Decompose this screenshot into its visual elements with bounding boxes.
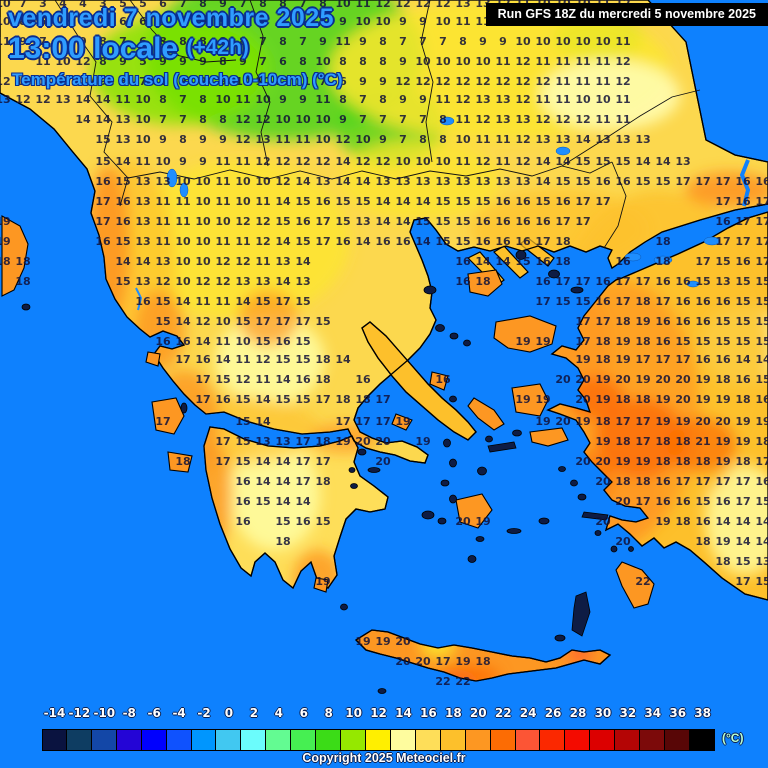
scale-tick-label: 2: [249, 706, 259, 720]
scale-block: [316, 729, 342, 751]
islands: [1, 215, 655, 694]
island-makronisos: [391, 413, 413, 431]
scale-tick-label: -6: [147, 706, 161, 720]
island-kythira: [313, 577, 329, 593]
time-label: 13:00 locale: [8, 32, 179, 65]
scale-tick-label: 34: [644, 706, 662, 720]
scale-block: [640, 729, 666, 751]
scale-block: [590, 729, 616, 751]
scale-block: [515, 729, 541, 751]
scale-block: [665, 729, 690, 751]
island-lemnos: [467, 269, 503, 297]
forecast-offset-label: (+42h): [186, 36, 249, 59]
island-rhodes: [615, 561, 655, 609]
scale-block: [191, 729, 217, 751]
scale-tick-label: 8: [324, 706, 333, 720]
scale-tick-label: 28: [569, 706, 587, 720]
scale-tick-label: 10: [345, 706, 362, 720]
color-scale-bar: [42, 729, 715, 751]
scale-tick-label: 16: [420, 706, 437, 720]
scale-tick-label: -4: [172, 706, 186, 720]
island-naxos: [455, 493, 493, 529]
scale-tick-label: -14: [43, 706, 66, 720]
scale-block: [291, 729, 317, 751]
scale-tick-label: 0: [224, 706, 234, 720]
scale-tick-label: 22: [494, 706, 512, 720]
scale-tick-label: 26: [544, 706, 562, 720]
island-zakynthos: [167, 451, 193, 473]
scale-block: [241, 729, 267, 751]
temperature-shading: [85, 0, 768, 681]
island-skyros: [429, 371, 449, 391]
scale-block: [91, 729, 117, 751]
scale-tick-label: -2: [197, 706, 211, 720]
scale-unit-label: (°C): [722, 731, 744, 745]
bosphorus-strait: [739, 159, 751, 207]
scale-block: [116, 729, 142, 751]
lakes: [166, 116, 721, 288]
parameter-subtitle: Température du sol (couche 0-10cm) (°C): [12, 70, 343, 89]
scale-block: [490, 729, 516, 751]
scale-block: [341, 729, 366, 751]
scale-tick-label: -10: [93, 706, 116, 720]
scale-block: [689, 729, 715, 751]
scale-tick-label: 20: [469, 706, 487, 720]
scale-block: [440, 729, 466, 751]
scale-tick-label: -12: [68, 706, 91, 720]
date-title: vendredi 7 novembre 2025: [8, 4, 335, 32]
scale-tick-label: 38: [694, 706, 711, 720]
scale-block: [540, 729, 566, 751]
scale-block: [166, 729, 192, 751]
scale-block: [141, 729, 167, 751]
river: [135, 287, 143, 311]
scale-tick-label: 30: [594, 706, 612, 720]
island-chios: [511, 383, 549, 417]
scale-tick-label: 12: [370, 706, 387, 720]
scale-block: [565, 729, 591, 751]
time-title: 13:00 locale (+42h): [8, 32, 249, 66]
island-lefkada: [145, 351, 161, 367]
island-corfu: [1, 215, 29, 297]
scale-labels: -14 -12 -10 -8 -6 -4 -2 0 2 4 6 8 10 12 14 16 18 20 22 24 26…: [0, 706, 768, 722]
scale-block: [42, 729, 67, 751]
scale-block: [465, 729, 491, 751]
scale-tick-label: 36: [669, 706, 687, 720]
scale-tick-label: 24: [519, 706, 537, 720]
scale-block: [66, 729, 92, 751]
scale-tick-label: 32: [619, 706, 637, 720]
scale-tick-label: -8: [122, 706, 136, 720]
island-andros: [467, 397, 505, 431]
scale-tick-label: 14: [395, 706, 412, 720]
island-samos: [529, 427, 569, 447]
scale-block: [365, 729, 391, 751]
scale-tick-label: 18: [444, 706, 462, 720]
scale-block: [216, 729, 242, 751]
model-run-banner: Run GFS 18Z du mercredi 5 novembre 2025: [485, 3, 768, 26]
copyright-text: Copyright 2025 Meteociel.fr: [302, 751, 466, 765]
country-borders: [54, 0, 701, 249]
scale-block: [266, 729, 292, 751]
scale-block: [415, 729, 441, 751]
scale-block: [615, 729, 641, 751]
island-kefalonia: [151, 397, 185, 435]
scale-tick-label: 6: [299, 706, 308, 720]
scale-block: [390, 729, 416, 751]
island-lesbos: [493, 315, 557, 353]
scale-tick-label: 4: [274, 706, 284, 720]
